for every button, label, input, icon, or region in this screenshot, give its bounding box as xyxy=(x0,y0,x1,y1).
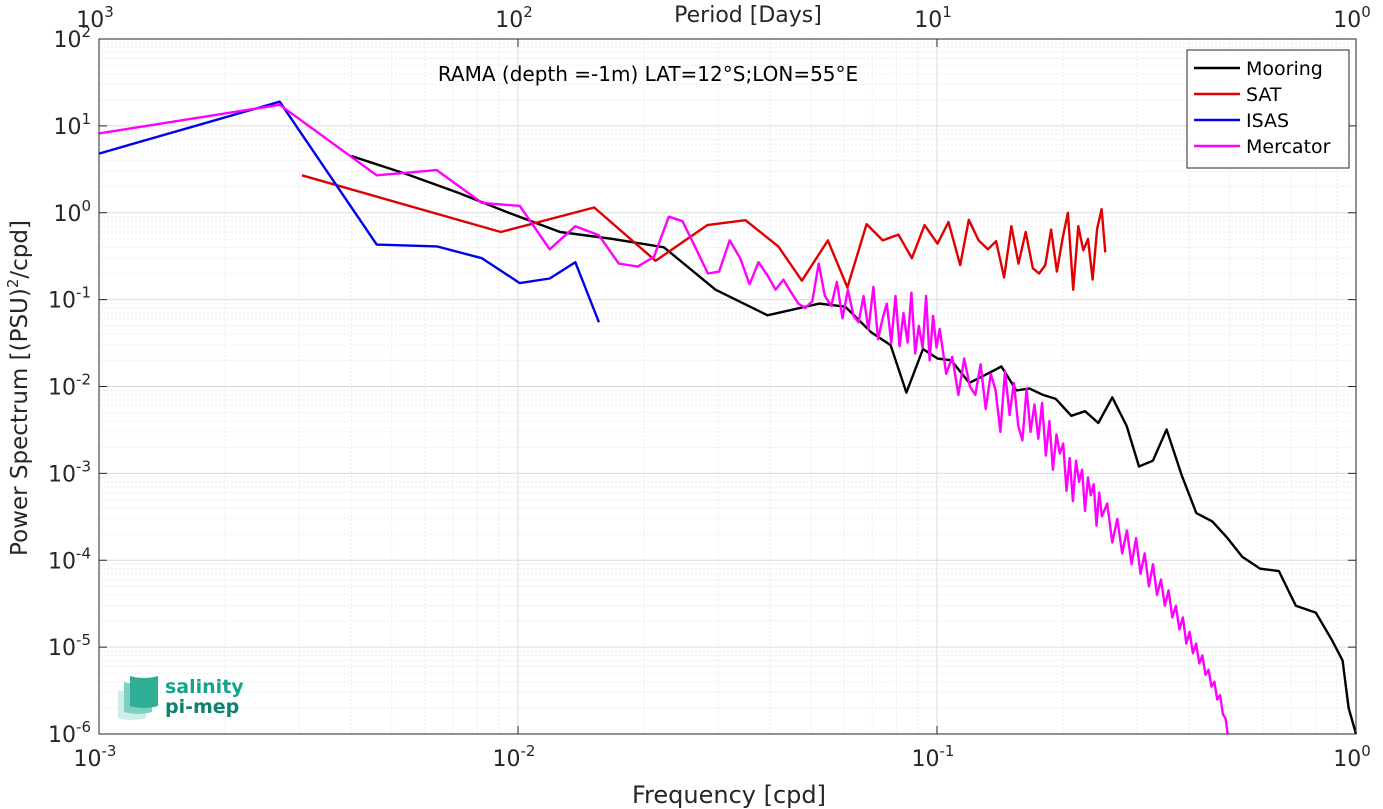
grid xyxy=(98,38,1357,735)
legend-label-isas: ISAS xyxy=(1246,110,1289,132)
x2-tick-label: 103 xyxy=(76,3,114,33)
y-tick-label: 10-1 xyxy=(48,284,91,314)
top-axis-label: Period [Days] xyxy=(674,3,822,28)
series-line-isas xyxy=(98,100,601,323)
x-tick-label: 10-3 xyxy=(74,742,117,772)
legend-items: Mooring SAT ISAS Mercator xyxy=(1194,58,1331,158)
y-label-main: Power Spectrum [(PSU) xyxy=(7,288,33,556)
y-label-superscript: 2 xyxy=(4,279,22,289)
x2-tick-label: 101 xyxy=(914,3,952,33)
legend-label-mercator: Mercator xyxy=(1246,136,1331,158)
logo-line2: pi-mep xyxy=(165,696,239,718)
legend-label-mooring: Mooring xyxy=(1246,58,1323,80)
x-tick-label: 10-2 xyxy=(493,742,536,772)
x2-tick-label: 102 xyxy=(495,3,533,33)
y-tick-label: 10-6 xyxy=(48,718,91,748)
y-tick-label: 10-5 xyxy=(48,631,91,661)
legend-box xyxy=(1186,49,1350,169)
series-line-mercator xyxy=(98,103,1229,735)
y-tick-label: 100 xyxy=(53,197,91,227)
legend: Mooring SAT ISAS Mercator xyxy=(1186,49,1350,169)
y-tick-label: 102 xyxy=(53,23,91,53)
logo-line1: salinity xyxy=(165,676,244,698)
y-tick-label: 10-2 xyxy=(48,371,91,401)
logo-wave-icon xyxy=(118,676,158,720)
legend-label-sat: SAT xyxy=(1246,84,1282,106)
x-tick-label: 10-1 xyxy=(912,742,955,772)
y-label-tail: /cpd] xyxy=(7,220,33,279)
salinity-pi-mep-logo: salinity pi-mep xyxy=(118,676,244,720)
y-tick-label: 10-3 xyxy=(48,457,91,487)
data-series xyxy=(98,100,1358,735)
y-tick-label: 101 xyxy=(53,110,91,140)
chart-title: RAMA (depth =-1m) LAT=12°S;LON=55°E xyxy=(438,62,858,86)
y-tick-label: 10-4 xyxy=(48,544,91,574)
series-line-mooring xyxy=(350,154,1358,735)
x-tick-label: 100 xyxy=(1333,742,1371,772)
x2-tick-label: 100 xyxy=(1333,3,1371,33)
x-axis-label: Frequency [cpd] xyxy=(632,781,826,809)
y-axis-label: Power Spectrum [(PSU)2/cpd] xyxy=(4,220,33,556)
series-line-sat xyxy=(301,174,1107,291)
